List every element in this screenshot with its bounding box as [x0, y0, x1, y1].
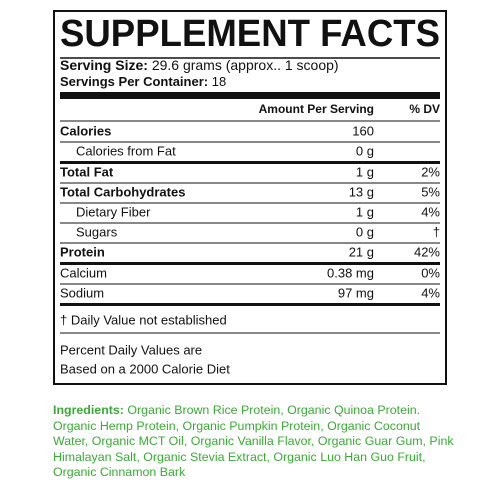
nutrient-name: Total Fat — [60, 164, 114, 179]
nutrient-rows: Calories 160 Calories from Fat 0 g Total Fat… — [60, 123, 440, 300]
nutrient-name: Sugars — [76, 224, 118, 239]
nutrient-amount: 1 g — [356, 204, 374, 219]
thick-rule — [60, 262, 440, 265]
nutrient-name: Dietary Fiber — [76, 204, 151, 219]
nutrient-name: Protein — [60, 244, 105, 259]
daily-values-note: Percent Daily Values are — [60, 342, 202, 357]
thick-rule — [60, 92, 440, 99]
nutrient-name: Total Carbohydrates — [60, 184, 185, 199]
ingredients-text: Organic Brown Rice Protein, Organic Quin… — [53, 403, 454, 479]
nutrient-amount: 0 g — [356, 143, 374, 158]
nutrient-amount: 1 g — [356, 164, 374, 179]
servings-per-container: Servings Per Container: 18 — [60, 74, 226, 89]
nutrient-amount: 97 mg — [338, 285, 374, 300]
footnote: † Daily Value not established — [60, 312, 227, 327]
nutrient-dv: 4% — [421, 285, 440, 300]
nutrient-dv: † — [433, 224, 440, 239]
nutrient-amount: 0.38 mg — [327, 265, 374, 280]
nutrient-name: Calories from Fat — [76, 143, 176, 158]
ingredients: Ingredients: Organic Brown Rice Protein,… — [53, 403, 458, 481]
nutrient-dv: 0% — [421, 265, 440, 280]
nutrient-dv: 42% — [414, 244, 440, 259]
panel-border — [53, 10, 447, 385]
nutrient-amount: 0 g — [356, 224, 374, 239]
nutrient-dv: 4% — [421, 204, 440, 219]
nutrient-dv: 2% — [421, 164, 440, 179]
nutrient-name: Sodium — [60, 285, 104, 300]
header-amount: Amount Per Serving — [259, 102, 374, 116]
nutrient-name: Calories — [60, 123, 111, 138]
title: SUPPLEMENT FACTS — [60, 13, 440, 55]
nutrient-amount: 21 g — [349, 244, 374, 259]
nutrient-name: Calcium — [60, 265, 107, 280]
supplement-facts-panel: SUPPLEMENT FACTS Serving Size: 29.6 gram… — [53, 10, 447, 385]
ingredients-label: Ingredients: — [53, 403, 124, 417]
thick-rule — [60, 303, 440, 306]
nutrient-amount: 13 g — [349, 184, 374, 199]
header-dv: % DV — [409, 102, 440, 116]
serving-size: Serving Size: 29.6 grams (approx.. 1 sco… — [60, 57, 339, 73]
thick-rule — [60, 161, 440, 164]
nutrient-amount: 160 — [352, 123, 374, 138]
daily-values-note: Based on a 2000 Calorie Diet — [60, 361, 230, 376]
nutrient-dv: 5% — [421, 184, 440, 199]
